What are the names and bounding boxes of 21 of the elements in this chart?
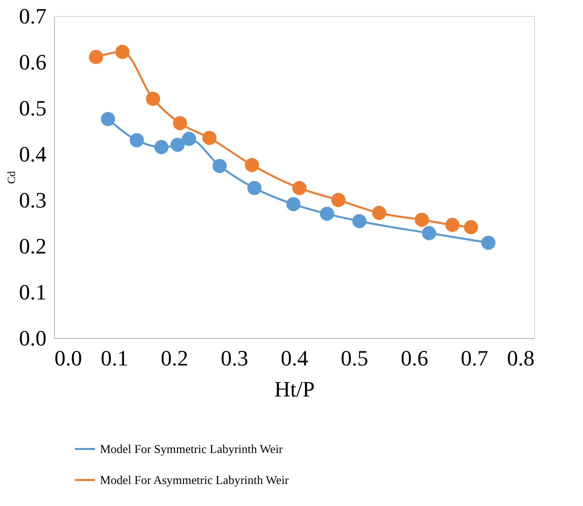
x-tick-label: 0.7	[460, 346, 488, 370]
y-tick-label: 0.1	[19, 280, 46, 304]
legend-label: Model For Asymmetric Labyrinth Weir	[100, 473, 289, 487]
x-tick-label: 0.2	[160, 346, 188, 370]
x-tick-label: 0.5	[340, 346, 368, 370]
y-tick-label: 0.2	[19, 234, 46, 258]
x-tick-label: 0.6	[400, 346, 428, 370]
x-tick-label: 0.0	[54, 346, 82, 370]
y-tick-label: 0.6	[19, 50, 46, 74]
y-tick-label: 0.3	[19, 188, 46, 212]
x-tick-label: 0.1	[100, 346, 128, 370]
y-tick-label: 0.7	[19, 4, 46, 28]
y-tick-label: 0.0	[19, 326, 46, 350]
legend-label: Model For Symmetric Labyrinth Weir	[100, 442, 283, 456]
y-tick-label: 0.5	[19, 96, 46, 120]
x-tick-label: 0.8	[507, 346, 534, 370]
x-tick-label: 0.4	[280, 346, 308, 370]
y-tick-label: 0.4	[19, 142, 46, 166]
y-axis-title: Cd	[6, 170, 18, 184]
x-tick-label: 0.3	[220, 346, 248, 370]
x-axis-title: Ht/P	[274, 376, 315, 402]
